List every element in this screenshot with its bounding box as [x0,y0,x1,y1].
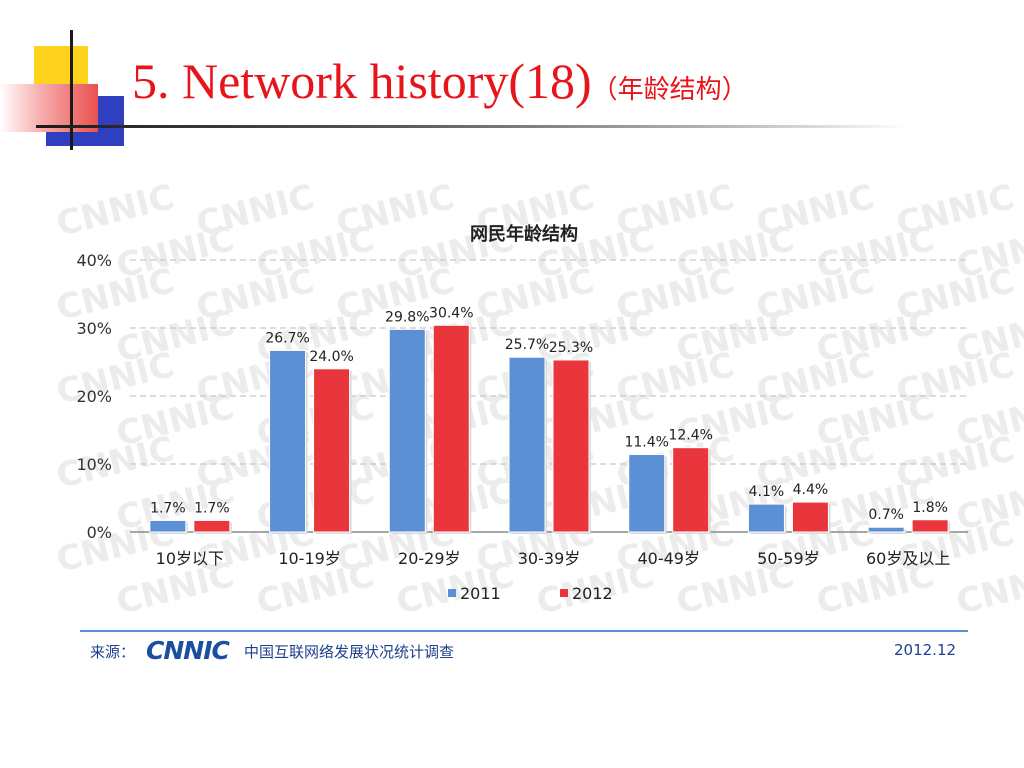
bar-2012-6 [911,519,949,533]
bar-2012-4 [672,447,710,533]
bar-2011-0 [149,519,187,533]
data-label: 26.7% [265,330,309,346]
category-label: 10岁以下 [156,549,224,568]
data-label: 29.8% [385,309,429,325]
data-label: 12.4% [668,428,712,444]
bar-2011-2 [388,328,426,533]
bar-2012-2 [432,324,470,533]
title-rule [36,125,910,128]
bar-2011-5 [747,503,785,533]
watermark-28: CNNIC [53,345,179,413]
source-date: 2012.12 [894,641,957,659]
data-label: 24.0% [309,349,353,365]
bar-2012-5 [791,501,829,533]
slide-title: 5. Network history(18)（年龄结构） [132,56,748,106]
data-label: 11.4% [624,434,668,450]
source-text: 中国互联网络发展状况统计调查 [244,643,455,661]
data-label: 0.7% [868,507,904,523]
category-label: 60岁及以上 [866,549,950,568]
bar-layer [149,324,951,534]
y-tick-label: 0% [87,523,112,542]
deco-vertical-line [70,30,73,150]
chart-title: 网民年龄结构 [470,223,578,245]
slide-title-main: 5. Network history(18) [132,53,592,109]
watermark-0: CNNIC [53,177,179,245]
category-label: 10-19岁 [278,549,341,568]
bar-2011-3 [508,356,546,533]
bar-2011-1 [269,349,307,533]
category-label: 40-49岁 [637,549,700,568]
data-label: 25.7% [505,337,549,353]
bar-2012-0 [193,519,231,533]
watermark-42: CNNIC [53,429,179,497]
deco-red-bar [0,84,98,132]
category-label: 50-59岁 [757,549,820,568]
data-label: 25.3% [549,340,593,356]
slide-title-suffix: （年龄结构） [591,75,748,105]
footer-rule [80,630,968,632]
bar-2011-6 [867,526,905,533]
category-label: 30-39岁 [518,549,581,568]
legend-label: 2011 [460,584,501,603]
data-label: 30.4% [429,305,473,321]
bar-2012-3 [552,359,590,533]
legend-swatch-2012 [560,589,568,597]
data-label: 4.4% [793,482,829,498]
y-tick-label: 10% [76,455,112,474]
y-tick-label: 20% [76,387,112,406]
source-label: 来源： [90,643,136,661]
watermark-14: CNNIC [53,261,179,329]
data-label: 1.7% [150,500,186,516]
y-tick-label: 40% [76,251,112,270]
data-label: 1.7% [194,500,230,516]
data-label: 1.8% [912,500,948,516]
bar-2011-4 [628,453,666,533]
y-tick-label: 30% [76,319,112,338]
legend-label: 2012 [572,584,613,603]
label-layer: 1.7% 1.7% 10岁以下 26.7%24.0% 10-19岁 29.8% 30.4% 2… [150,305,950,568]
data-label: 4.1% [749,484,785,500]
cnnic-logo: CNNIC [146,636,230,665]
category-label: 20-29岁 [398,549,461,568]
legend-swatch-2011 [448,589,456,597]
legend: 2011 2012 [448,584,613,603]
bar-2012-1 [313,368,351,533]
